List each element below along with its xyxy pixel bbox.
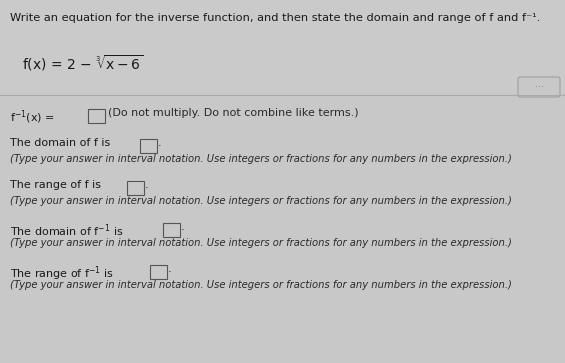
FancyBboxPatch shape — [518, 77, 560, 97]
Text: (Type your answer in interval notation. Use integers or fractions for any number: (Type your answer in interval notation. … — [10, 280, 512, 290]
Text: (Do not multiply. Do not combine like terms.): (Do not multiply. Do not combine like te… — [108, 108, 359, 118]
Text: Write an equation for the inverse function, and then state the domain and range : Write an equation for the inverse functi… — [10, 13, 540, 23]
Text: .: . — [158, 138, 162, 148]
Text: f(x) = 2 $-$ $\sqrt[3]{\mathregular{x-6}}$: f(x) = 2 $-$ $\sqrt[3]{\mathregular{x-6}… — [22, 53, 144, 73]
Text: The range of f is: The range of f is — [10, 180, 101, 190]
Text: .: . — [145, 180, 149, 190]
Text: (Type your answer in interval notation. Use integers or fractions for any number: (Type your answer in interval notation. … — [10, 238, 512, 248]
Text: (Type your answer in interval notation. Use integers or fractions for any number: (Type your answer in interval notation. … — [10, 154, 512, 164]
Text: ···: ··· — [534, 82, 544, 92]
Text: .: . — [181, 222, 185, 232]
Text: The domain of f is: The domain of f is — [10, 138, 110, 148]
FancyBboxPatch shape — [0, 0, 565, 93]
Text: f$^{-1}$(x) =: f$^{-1}$(x) = — [10, 108, 55, 126]
Text: .: . — [168, 264, 172, 274]
Text: The domain of f$^{-1}$ is: The domain of f$^{-1}$ is — [10, 222, 123, 238]
Text: The range of f$^{-1}$ is: The range of f$^{-1}$ is — [10, 264, 114, 283]
Text: (Type your answer in interval notation. Use integers or fractions for any number: (Type your answer in interval notation. … — [10, 196, 512, 206]
